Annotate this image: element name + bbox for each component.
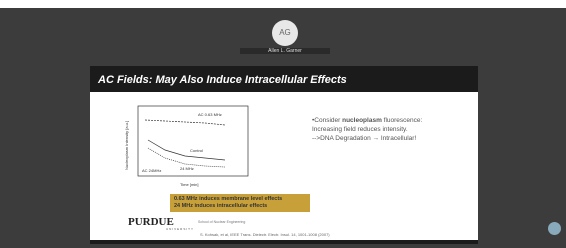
- plot: AC 0.63 MHz Control 24 MHz AC 24MHz Time…: [120, 100, 260, 200]
- highlight-box: 0.63 MHz induces membrane level effects …: [170, 194, 310, 212]
- y-axis-label: Nucleoplasm Intensity [a.u.]: [124, 121, 129, 170]
- curve-label: 24 MHz: [180, 166, 194, 171]
- text: nucleoplasm: [342, 117, 382, 124]
- department: School of Nuclear Engineering: [198, 220, 245, 224]
- slide-title-bar: AC Fields: May Also Induce Intracellular…: [90, 66, 478, 92]
- bullet-text: •Consider nucleoplasm fluorescence: Incr…: [312, 116, 472, 143]
- x-axis-label: Time [min]: [180, 182, 199, 187]
- curve-label: AC 0.63 MHz: [198, 112, 222, 117]
- text: -->DNA Degradation → Intracellular!: [312, 135, 416, 142]
- plot-note: AC 24MHz: [142, 168, 161, 173]
- text: fluorescence:: [382, 117, 422, 124]
- logo-sub: UNIVERSITY: [166, 227, 194, 231]
- text: Increasing field reduces intensity.: [312, 126, 408, 133]
- slide-title: AC Fields: May Also Induce Intracellular…: [98, 74, 347, 86]
- participant-avatar[interactable]: AG: [272, 20, 298, 46]
- citation: S. Kohsak, et al, IEEE Trans. Dielectr. …: [200, 232, 330, 237]
- shared-slide: AC Fields: May Also Induce Intracellular…: [90, 66, 478, 244]
- text: •Consider: [312, 117, 342, 124]
- slide-bottom-bar: [90, 240, 478, 244]
- help-button[interactable]: [548, 222, 561, 235]
- page: AG Allen L. Garner AC Fields: May Also I…: [0, 0, 566, 248]
- text: 0.63 MHz induces membrane level effects: [174, 196, 306, 203]
- participant-name: Allen L. Garner: [240, 48, 330, 54]
- text: 24 MHz induces intracellular effects: [174, 203, 306, 210]
- video-area: AG Allen L. Garner AC Fields: May Also I…: [0, 8, 566, 248]
- curve-label: Control: [190, 148, 203, 153]
